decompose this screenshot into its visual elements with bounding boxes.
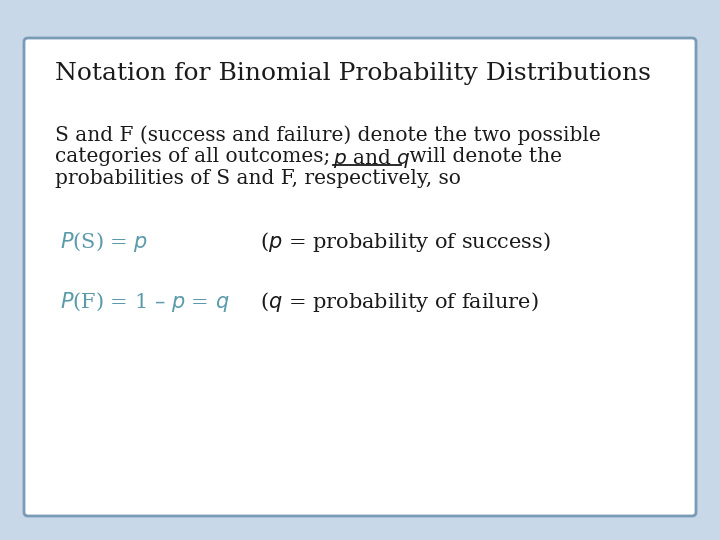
Text: categories of all outcomes;: categories of all outcomes; [55, 147, 337, 166]
Text: $\mathit{p}$ and $\mathit{q}$: $\mathit{p}$ and $\mathit{q}$ [333, 147, 410, 170]
Text: S and F (success and failure) denote the two possible: S and F (success and failure) denote the… [55, 125, 600, 145]
Text: ($\mathit{q}$ = probability of failure): ($\mathit{q}$ = probability of failure) [260, 290, 539, 314]
Text: Notation for Binomial Probability Distributions: Notation for Binomial Probability Distri… [55, 62, 651, 85]
Text: $\mathit{P}$(F) = 1 – $\mathit{p}$ = $\mathit{q}$: $\mathit{P}$(F) = 1 – $\mathit{p}$ = $\m… [60, 290, 230, 314]
Text: probabilities of S and F, respectively, so: probabilities of S and F, respectively, … [55, 169, 461, 188]
Text: $\mathit{P}$(S) = $\mathit{p}$: $\mathit{P}$(S) = $\mathit{p}$ [60, 230, 148, 254]
Text: will denote the: will denote the [403, 147, 562, 166]
Text: ($\mathit{p}$ = probability of success): ($\mathit{p}$ = probability of success) [260, 230, 551, 254]
FancyBboxPatch shape [24, 38, 696, 516]
